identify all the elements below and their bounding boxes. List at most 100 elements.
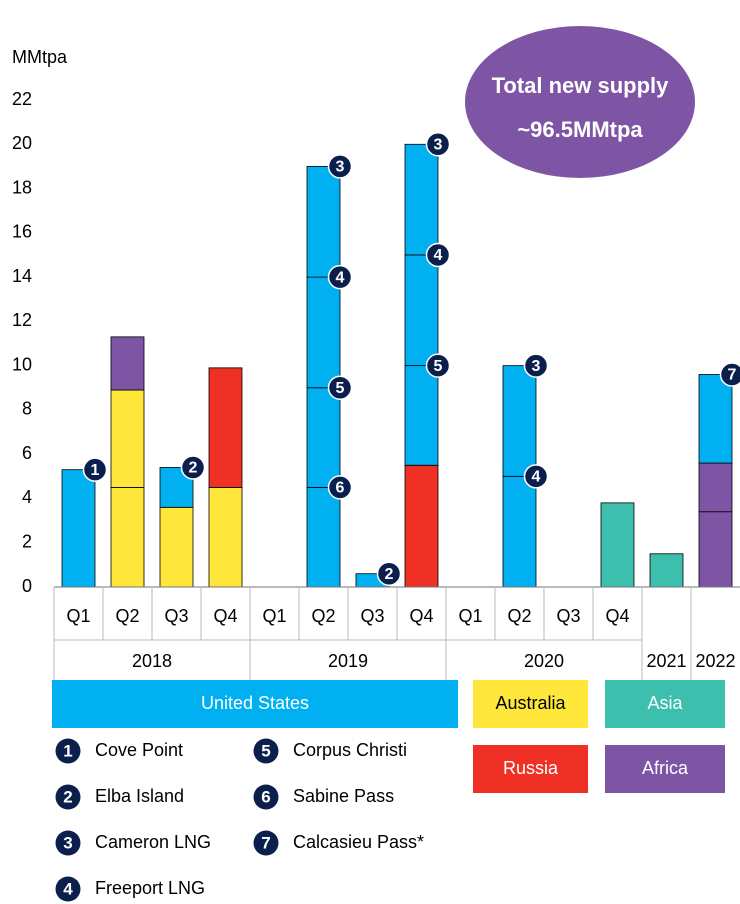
project-marker-label: 4 <box>336 269 345 286</box>
project-marker-label: 2 <box>189 460 198 477</box>
y-tick-label: 6 <box>22 443 32 463</box>
project-marker-label: 3 <box>532 358 541 375</box>
project-marker-label: 4 <box>532 469 541 486</box>
bar-segment <box>61 469 96 588</box>
y-tick-label: 16 <box>12 222 32 242</box>
y-tick-label: 18 <box>12 177 32 197</box>
bar-segment <box>208 486 243 588</box>
bar-segment <box>404 254 439 367</box>
x-tick-label: Q3 <box>556 606 580 626</box>
legend-label: United States <box>201 693 309 713</box>
annotation-bubble <box>465 26 695 178</box>
project-marker <box>719 362 740 387</box>
project-legend-number: 3 <box>63 833 72 852</box>
project-legend-name: Cove Point <box>95 740 183 760</box>
bar-segment <box>600 502 635 588</box>
year-label: 2020 <box>524 651 564 671</box>
legend-box <box>473 745 588 793</box>
project-legend-number: 6 <box>261 787 270 806</box>
y-tick-label: 22 <box>12 89 32 109</box>
y-axis-label: MMtpa <box>12 47 68 67</box>
project-legend-number: 4 <box>63 879 73 898</box>
bar-segment <box>404 464 439 588</box>
bar-segment <box>404 143 439 256</box>
bar-segment <box>110 336 145 391</box>
project-marker <box>425 242 451 268</box>
legend-label: Africa <box>642 758 689 778</box>
project-legend-name: Elba Island <box>95 786 184 806</box>
bar-segment <box>698 374 733 464</box>
project-marker-label: 3 <box>434 136 443 153</box>
year-label: 2021 <box>646 651 686 671</box>
x-tick-label: Q2 <box>311 606 335 626</box>
project-marker-label: 6 <box>336 480 345 497</box>
project-legend-marker <box>55 876 81 902</box>
x-tick-label: Q2 <box>507 606 531 626</box>
project-marker-label: 1 <box>91 462 100 479</box>
project-legend-marker <box>253 784 279 810</box>
project-marker-label: 2 <box>385 566 394 583</box>
project-legend-marker <box>55 784 81 810</box>
y-tick-label: 4 <box>22 487 32 507</box>
project-legend-name: Calcasieu Pass* <box>293 832 424 852</box>
legend-label: Asia <box>647 693 683 713</box>
legend-box <box>52 680 458 728</box>
project-marker <box>327 154 353 179</box>
bar-segment <box>698 462 733 513</box>
x-tick-label: Q1 <box>262 606 286 626</box>
y-tick-label: 20 <box>12 133 32 153</box>
y-tick-label: 12 <box>12 310 32 330</box>
project-marker <box>327 375 353 401</box>
legend-box <box>605 745 725 793</box>
annotation: Total new supply <box>492 73 670 98</box>
project-legend-marker <box>55 738 81 764</box>
y-tick-label: 0 <box>22 576 32 596</box>
legend-box <box>605 680 725 728</box>
bar-segment <box>404 365 439 466</box>
bar-segment <box>110 486 145 588</box>
year-label: 2018 <box>132 651 172 671</box>
x-tick-label: Q1 <box>458 606 482 626</box>
project-marker <box>327 264 353 290</box>
project-legend-name: Cameron LNG <box>95 832 211 852</box>
project-legend-number: 5 <box>261 741 270 760</box>
legend-label: Australia <box>495 693 566 713</box>
project-marker <box>425 132 451 157</box>
x-tick-label: Q4 <box>605 606 629 626</box>
bar-segment <box>110 389 145 488</box>
y-tick-label: 2 <box>22 531 32 551</box>
project-marker <box>425 353 451 378</box>
project-marker-label: 3 <box>336 159 345 176</box>
x-tick-label: Q2 <box>115 606 139 626</box>
project-legend-name: Corpus Christi <box>293 740 407 760</box>
x-tick-label: Q4 <box>409 606 433 626</box>
project-marker-label: 5 <box>434 358 443 375</box>
y-tick-label: 14 <box>12 266 32 286</box>
y-tick-label: 10 <box>12 354 32 374</box>
legend-label: Russia <box>503 758 559 778</box>
bar-segment <box>306 166 341 278</box>
bar-segment <box>502 365 537 477</box>
project-marker <box>327 475 353 500</box>
project-legend-marker <box>253 830 279 856</box>
year-label: 2022 <box>695 651 735 671</box>
bar-segment <box>306 276 341 389</box>
legend-box <box>473 680 588 728</box>
x-tick-label: Q4 <box>213 606 237 626</box>
project-marker <box>180 455 206 480</box>
project-marker-label: 7 <box>728 367 737 384</box>
annotation: ~96.5MMtpa <box>517 117 643 142</box>
project-legend-name: Freeport LNG <box>95 878 205 898</box>
project-legend-name: Sabine Pass <box>293 786 394 806</box>
bar-segment <box>159 506 194 588</box>
project-marker-label: 4 <box>434 247 443 264</box>
x-tick-label: Q1 <box>66 606 90 626</box>
bar-segment <box>502 475 537 588</box>
project-legend-marker <box>55 830 81 856</box>
project-legend-marker <box>253 738 279 764</box>
x-tick-label: Q3 <box>164 606 188 626</box>
project-marker-label: 5 <box>336 380 345 397</box>
project-marker <box>523 353 549 378</box>
project-legend-number: 2 <box>63 787 72 806</box>
